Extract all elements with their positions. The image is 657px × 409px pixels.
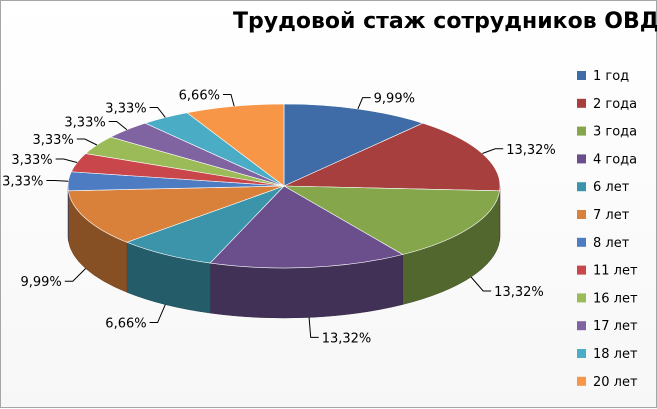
data-label-1-год: 9,99%	[374, 92, 415, 107]
leader-line	[482, 149, 503, 154]
legend: 1 год 2 года 3 года 4 года 6 лет 7 лет 8 лет 11…	[577, 69, 638, 390]
legend-swatch-3-года	[577, 127, 586, 136]
legend-swatch-20-лет	[577, 377, 586, 386]
data-label-20-лет: 6,66%	[179, 89, 220, 104]
legend-label-8-лет: 8 лет	[593, 236, 630, 251]
leader-line	[150, 107, 166, 117]
legend-label-2-года: 2 года	[593, 97, 637, 112]
legend-label-11-лет: 11 лет	[593, 264, 638, 279]
legend-label-6-лет: 6 лет	[593, 180, 630, 195]
pie-top	[68, 104, 500, 268]
leader-line	[56, 159, 77, 162]
data-label-4-года: 13,32%	[322, 331, 372, 346]
data-label-6-лет: 6,66%	[105, 317, 146, 332]
data-label-11-лет: 3,33%	[11, 153, 52, 168]
leader-line	[150, 305, 166, 323]
data-label-7-лет: 9,99%	[20, 275, 61, 290]
leader-line	[358, 98, 371, 109]
legend-label-16-лет: 16 лет	[593, 291, 638, 306]
legend-swatch-8-лет	[577, 238, 586, 247]
data-label-8-лет: 3,33%	[2, 175, 43, 190]
data-label-3-года: 13,32%	[494, 285, 544, 300]
data-label-16-лет: 3,33%	[33, 133, 74, 148]
legend-swatch-18-лет	[577, 349, 586, 358]
legend-label-17-лет: 17 лет	[593, 319, 638, 334]
leader-line	[46, 181, 68, 182]
legend-swatch-6-лет	[577, 182, 586, 191]
data-label-2-года: 13,32%	[506, 143, 556, 158]
leader-line	[65, 268, 86, 281]
legend-label-7-лет: 7 лет	[593, 208, 630, 223]
leader-line	[109, 121, 127, 129]
legend-label-1-год: 1 год	[593, 69, 629, 84]
legend-swatch-11-лет	[577, 266, 586, 275]
legend-label-3-года: 3 года	[593, 125, 637, 140]
leader-line	[471, 277, 491, 291]
data-label-18-лет: 3,33%	[105, 101, 146, 116]
leader-line	[77, 139, 97, 145]
legend-label-18-лет: 18 лет	[593, 347, 638, 362]
leader-line	[223, 95, 234, 107]
legend-label-20-лет: 20 лет	[593, 375, 638, 390]
leader-line	[309, 317, 319, 337]
legend-swatch-4-года	[577, 154, 586, 163]
legend-label-4-года: 4 года	[593, 152, 637, 167]
data-label-17-лет: 3,33%	[64, 115, 105, 130]
legend-swatch-17-лет	[577, 321, 586, 330]
legend-swatch-2-года	[577, 99, 586, 108]
legend-swatch-7-лет	[577, 210, 586, 219]
legend-swatch-1-год	[577, 71, 586, 80]
legend-swatch-16-лет	[577, 293, 586, 302]
